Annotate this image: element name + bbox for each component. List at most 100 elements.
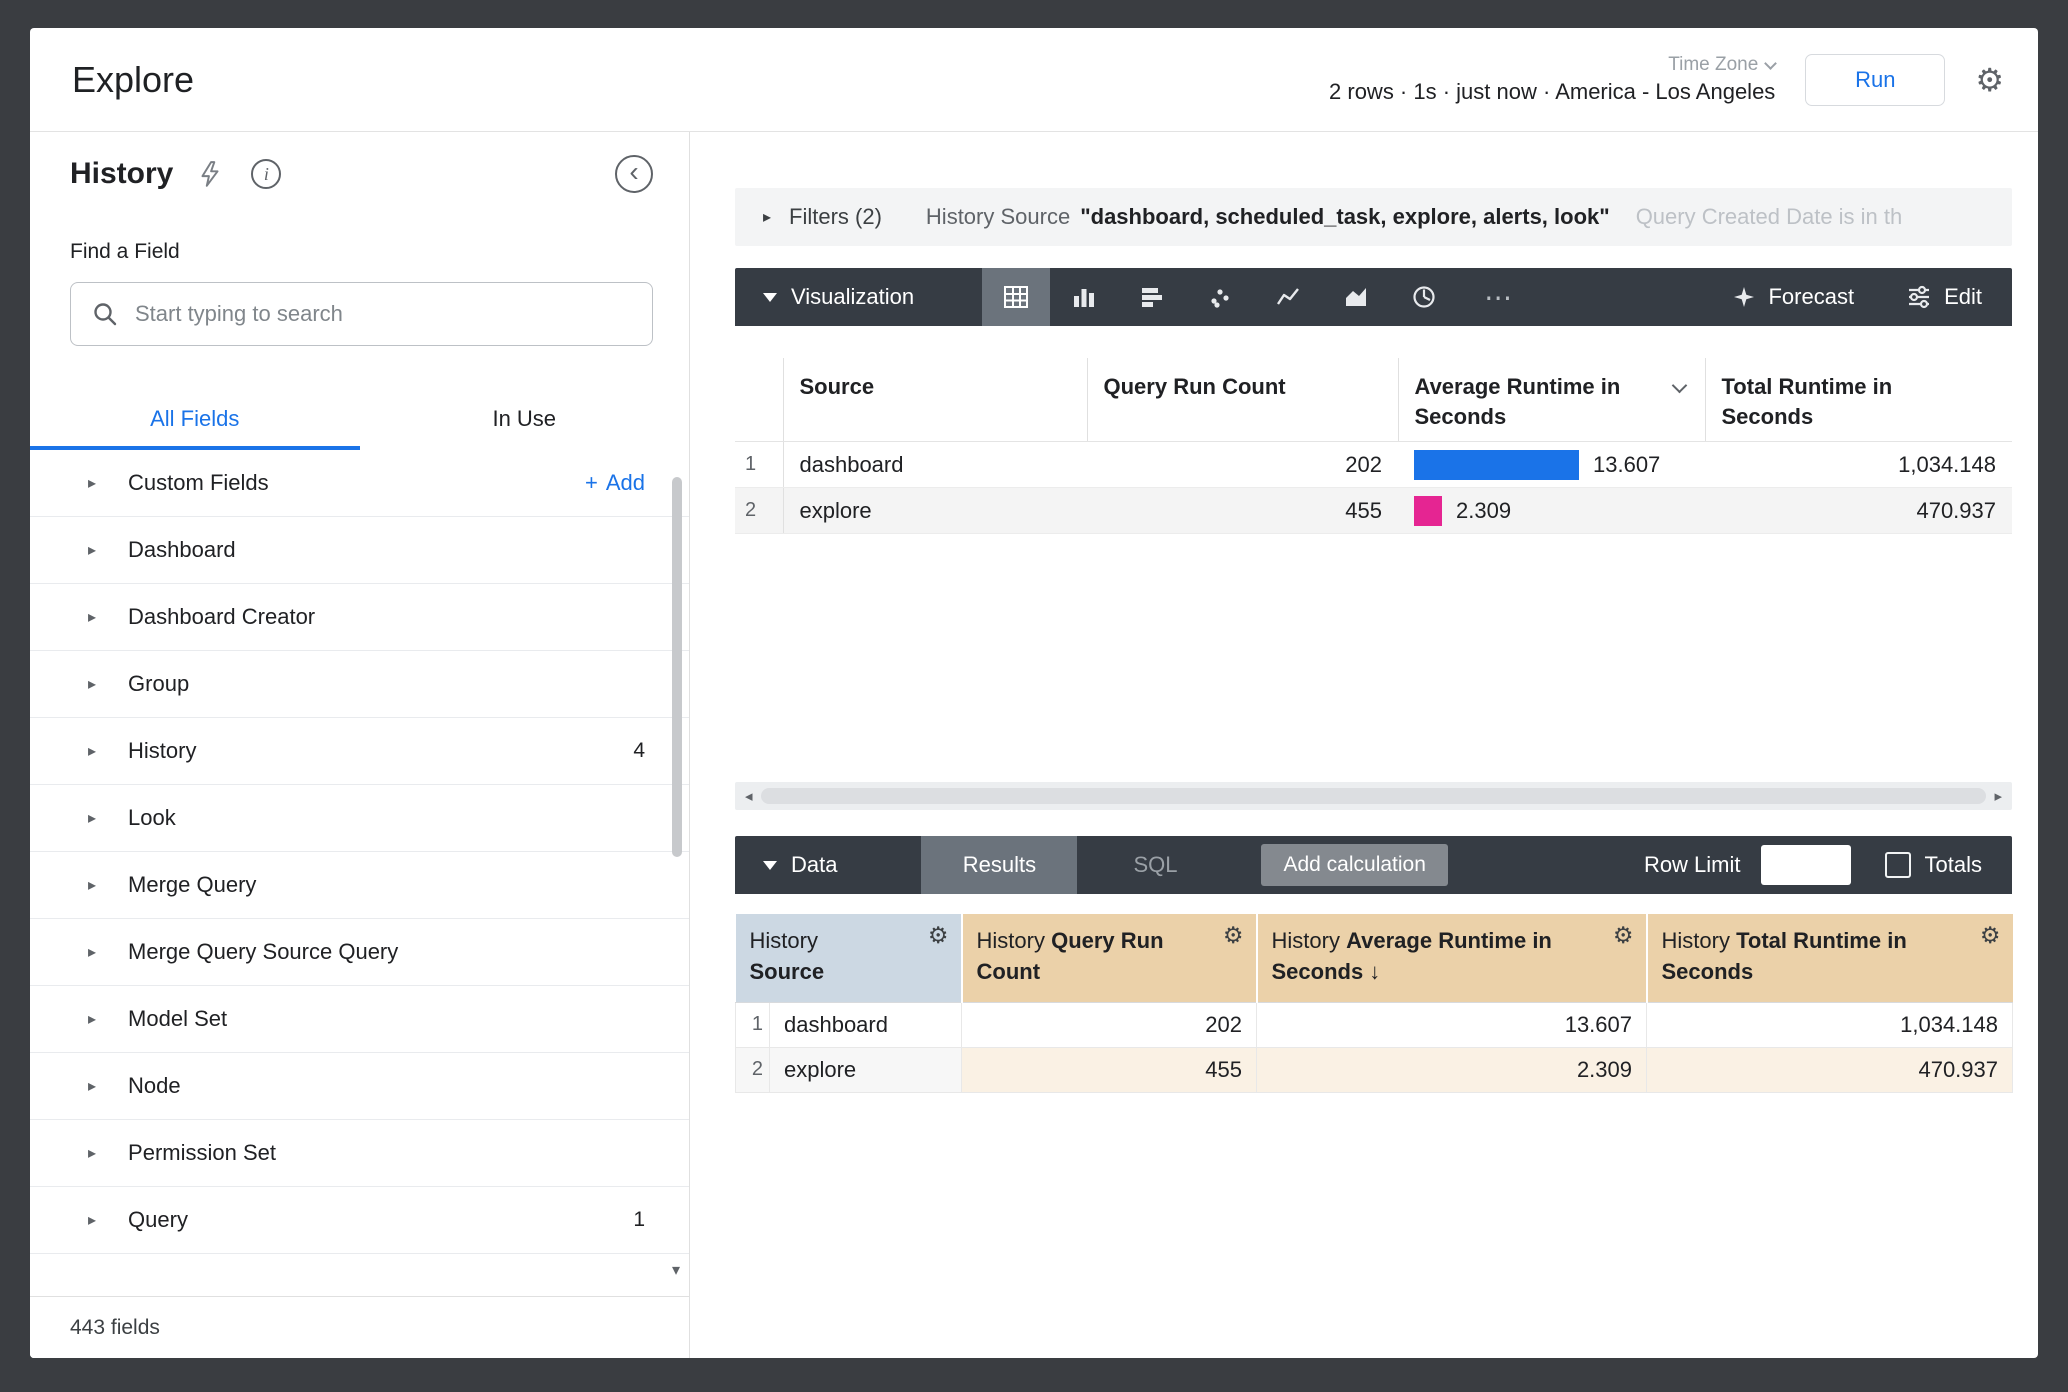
row-limit-input[interactable] (1760, 845, 1851, 886)
viz-col-header-average-runtime-in-seconds[interactable]: Average Runtime in Seconds (1397, 358, 1705, 443)
expand-filters-icon[interactable]: ▸ (763, 209, 772, 226)
field-name-label: Total Runtime in Seconds (1661, 928, 1907, 985)
data-col-header-query-run-count[interactable]: History Query Run Count ⚙ (961, 914, 1258, 1003)
search-field[interactable] (70, 282, 653, 346)
viz-col-header-label: Query Run Count (1103, 374, 1286, 399)
field-group-label: Permission Set (128, 1140, 276, 1165)
tab-in-use[interactable]: In Use (492, 406, 557, 431)
chevron-left-icon: ‹ (629, 156, 639, 187)
forecast-label: Forecast (1768, 284, 1855, 309)
query-run-count-cell: 202 (1087, 441, 1398, 489)
time-zone-selector[interactable]: Time Zone (1329, 54, 1778, 76)
add-custom-field-button[interactable]: + Add (585, 470, 645, 496)
viz-type-table-button[interactable] (982, 268, 1051, 326)
field-group-label: Model Set (128, 1006, 228, 1031)
scroll-down-arrow-icon[interactable]: ▾ (672, 1262, 681, 1279)
lightning-icon[interactable] (197, 160, 223, 188)
data-col-header-source[interactable]: History Source ⚙ (735, 914, 963, 1003)
measure-value-cell: 455 (961, 1046, 1257, 1093)
scrollbar-thumb[interactable] (672, 477, 682, 857)
viz-toolbar-actions: Forecast Edit (1732, 284, 2012, 310)
field-count-badge: 4 (633, 739, 645, 762)
field-group-custom-fields[interactable]: ▸ Custom Fields + Add (30, 450, 689, 517)
viz-col-header-query-run-count[interactable]: Query Run Count (1086, 358, 1398, 443)
column-menu-chevron-icon[interactable] (1671, 377, 1687, 394)
viz-type-column-button[interactable] (1050, 268, 1118, 326)
caret-right-icon: ▸ (88, 475, 97, 492)
field-group-merge-query[interactable]: ▸ Merge Query (30, 852, 689, 919)
more-vis-types-icon[interactable]: ⋯ (1484, 281, 1515, 313)
field-group-label: Dashboard Creator (128, 604, 316, 629)
field-count-badge: 1 (633, 1208, 645, 1231)
viz-type-pie-button[interactable] (1390, 268, 1458, 326)
caret-right-icon: ▸ (88, 944, 97, 961)
field-group-group[interactable]: ▸ Group (30, 651, 689, 718)
viz-type-area-button[interactable] (1322, 268, 1390, 326)
viz-type-bar-button[interactable] (1118, 268, 1186, 326)
visualization-section-toggle[interactable]: Visualization (735, 268, 942, 326)
totals-checkbox[interactable] (1884, 852, 1911, 879)
horizontal-scrollbar[interactable]: ◂ ▸ (735, 782, 2012, 811)
sort-desc-icon: ↓ (1369, 959, 1381, 985)
field-group-label: Query (128, 1207, 188, 1232)
caret-right-icon: ▸ (88, 877, 97, 894)
measure-value-cell: 1,034.148 (1646, 1001, 2013, 1048)
view-name-label: History (976, 928, 1045, 954)
view-name-label: History (1271, 928, 1340, 954)
data-results-table: History Source ⚙ History Query Run Count ⚙ Hi… (735, 914, 2013, 1093)
tab-sql[interactable]: SQL (1133, 852, 1178, 878)
measure-value-cell: 470.937 (1646, 1046, 2013, 1093)
viz-table-header-row: Source Query Run Count Average Runtime in … (735, 358, 2012, 443)
column-gear-icon[interactable]: ⚙ (1979, 922, 2001, 949)
field-name-label: Query Run Count (976, 928, 1164, 985)
dimension-value-cell: dashboard (769, 1001, 962, 1048)
field-group-dashboard[interactable]: ▸ Dashboard (30, 517, 689, 584)
data-table-row: 2 explore 455 2.309 470.937 (735, 1046, 2013, 1093)
viz-col-header-source[interactable]: Source (782, 358, 1087, 443)
field-group-label: Merge Query Source Query (128, 939, 399, 964)
field-group-label: History (128, 738, 197, 763)
scroll-right-arrow-icon[interactable]: ▸ (1994, 787, 2002, 805)
find-field-label: Find a Field (70, 240, 180, 263)
tab-results[interactable]: Results (921, 836, 1078, 895)
viz-col-header-total-runtime-in-seconds[interactable]: Total Runtime in Seconds (1704, 358, 2012, 443)
sidebar-scrollbar[interactable]: ▾ (672, 477, 684, 1280)
field-group-model-set[interactable]: ▸ Model Set (30, 986, 689, 1053)
add-calculation-button[interactable]: Add calculation (1261, 844, 1448, 887)
search-input[interactable] (135, 301, 632, 327)
data-label: Data (791, 852, 838, 878)
column-gear-icon[interactable]: ⚙ (927, 922, 949, 949)
column-gear-icon[interactable]: ⚙ (1222, 922, 1244, 949)
row-limit-label: Row Limit (1643, 852, 1741, 878)
filter-date-summary: Query Created Date is in th (1635, 204, 1903, 229)
field-group-dashboard-creator[interactable]: ▸ Dashboard Creator (30, 584, 689, 651)
data-section-toggle[interactable]: Data (735, 836, 865, 894)
visualization-toolbar: Visualization (735, 268, 2012, 326)
settings-gear-icon[interactable]: ⚙ (1975, 61, 2004, 98)
collapse-panel-button[interactable]: ‹ (615, 155, 653, 193)
info-icon[interactable]: i (251, 159, 282, 189)
filters-bar[interactable]: ▸ Filters (2) History Source "dashboard,… (735, 188, 2012, 246)
measure-value-cell: 13.607 (1256, 1001, 1647, 1048)
data-col-header-average-runtime-in-seconds[interactable]: History Average Runtime in Seconds ↓ ⚙ (1256, 914, 1648, 1003)
data-toolbar: Data Results SQL Add calculation Row Lim… (735, 836, 2012, 895)
field-group-node[interactable]: ▸ Node (30, 1053, 689, 1120)
run-button[interactable]: Run (1805, 53, 1946, 106)
viz-empty-space (735, 534, 2012, 782)
field-group-look[interactable]: ▸ Look (30, 785, 689, 852)
field-group-history[interactable]: ▸ History 4 (30, 718, 689, 785)
tab-all-fields[interactable]: All Fields (30, 392, 360, 450)
forecast-button[interactable]: Forecast (1732, 284, 1854, 310)
field-group-merge-query-source-query[interactable]: ▸ Merge Query Source Query (30, 919, 689, 986)
horizontal-scrollbar-thumb[interactable] (760, 788, 1987, 805)
edit-viz-button[interactable]: Edit (1906, 284, 1982, 310)
search-icon (94, 303, 117, 326)
column-gear-icon[interactable]: ⚙ (1612, 922, 1634, 949)
data-col-header-total-runtime-in-seconds[interactable]: History Total Runtime in Seconds ⚙ (1646, 914, 2013, 1003)
body-row: History i ‹ Find a Field All Fields In U… (30, 132, 2038, 1358)
viz-type-line-button[interactable] (1254, 268, 1322, 326)
field-group-query[interactable]: ▸ Query 1 (30, 1187, 689, 1254)
field-group-permission-set[interactable]: ▸ Permission Set (30, 1120, 689, 1187)
scroll-left-arrow-icon[interactable]: ◂ (745, 787, 753, 805)
viz-type-scatter-button[interactable] (1186, 268, 1254, 326)
